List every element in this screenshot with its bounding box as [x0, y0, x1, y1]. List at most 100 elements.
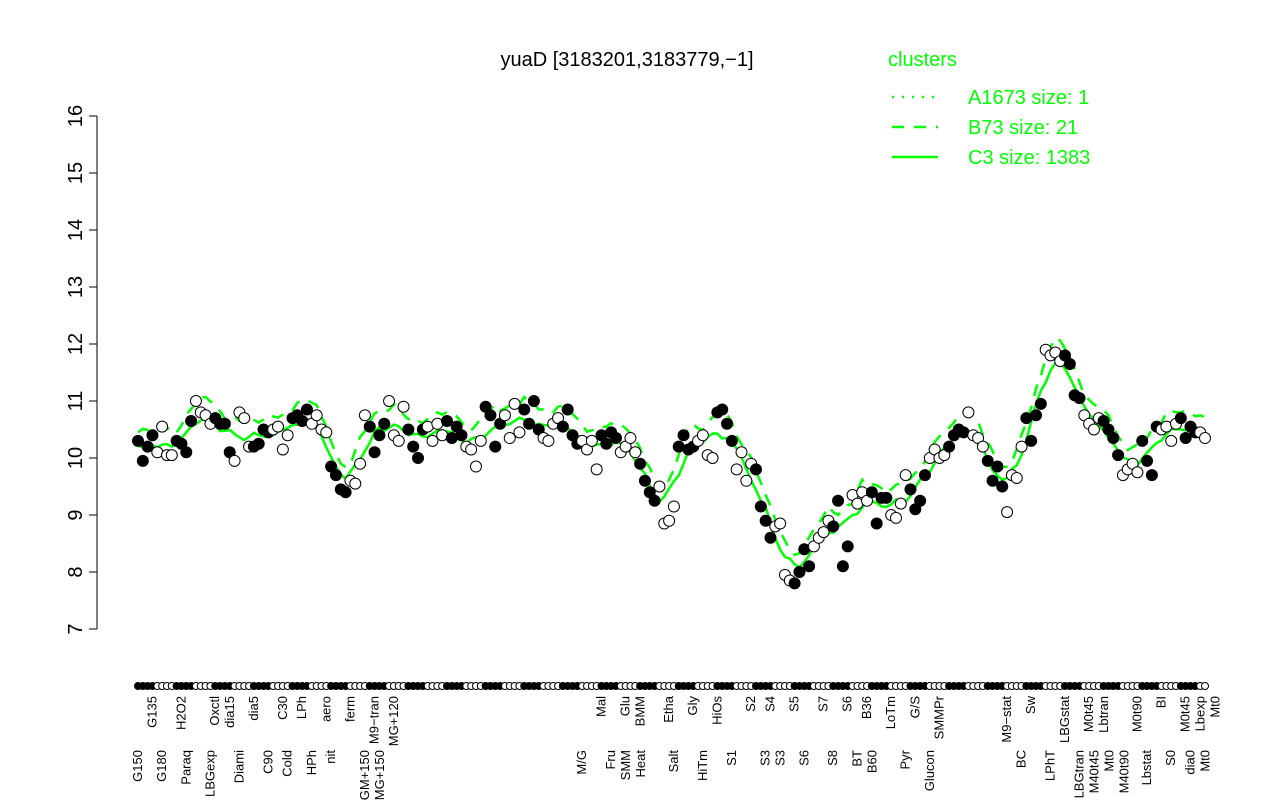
x-tick-label-lower: BT — [849, 750, 864, 767]
data-point — [1034, 397, 1047, 410]
data-point — [561, 403, 574, 416]
x-tick-label-upper: Glu — [618, 696, 633, 716]
data-point — [827, 520, 840, 533]
data-point — [962, 406, 975, 419]
x-tick-label-lower: Pyr — [898, 749, 913, 769]
data-point — [996, 480, 1009, 493]
x-tick-label-upper: H2O2 — [173, 696, 188, 730]
data-point — [1141, 454, 1154, 467]
data-point — [556, 420, 569, 433]
y-tick-label: 7 — [65, 623, 87, 634]
data-point — [218, 417, 231, 430]
data-point — [1174, 412, 1187, 425]
data-point — [894, 497, 907, 510]
data-point — [663, 514, 676, 527]
data-point — [373, 429, 386, 442]
data-point — [252, 437, 265, 450]
data-point — [513, 426, 526, 439]
data-point — [609, 432, 622, 445]
x-tick-label-upper: Oxctl — [207, 696, 222, 726]
x-tick-label-lower: G150 — [130, 750, 145, 782]
data-point — [132, 434, 144, 447]
x-tick-label-upper: dia15 — [222, 696, 237, 728]
x-tick-label-lower: LPhT — [1043, 750, 1058, 781]
y-tick-label: 15 — [65, 162, 87, 184]
y-tick-label: 9 — [65, 509, 87, 520]
data-point — [991, 460, 1004, 473]
x-tick-label-upper: MG+120 — [386, 696, 401, 746]
data-point — [1073, 392, 1086, 405]
data-point — [465, 443, 478, 456]
data-point — [1131, 466, 1144, 479]
x-tick-label-lower: C90 — [260, 750, 275, 774]
data-point — [378, 417, 391, 430]
x-tick-label-upper: S6 — [840, 696, 855, 712]
data-point — [440, 414, 453, 427]
data-point — [185, 414, 198, 427]
data-point — [696, 429, 709, 442]
x-tick-label-upper: LoTm — [883, 696, 898, 729]
x-tick-label-lower: B60 — [864, 750, 879, 773]
x-tick-label-upper: M9−tran — [367, 696, 382, 744]
data-point — [981, 454, 994, 467]
rug-point — [1201, 682, 1209, 690]
x-tick-label-lower: S1 — [724, 750, 739, 766]
x-tick-label-lower: S3 — [773, 750, 788, 766]
data-point — [976, 440, 989, 453]
x-tick-label-upper: Mal — [593, 696, 608, 717]
data-point — [474, 434, 487, 447]
y-tick-label: 10 — [65, 447, 87, 469]
x-tick-label-lower: Lbstat — [1139, 750, 1154, 786]
x-tick-label-upper: SMMPr — [931, 695, 946, 739]
data-point — [749, 463, 762, 476]
data-point — [455, 429, 468, 442]
x-tick-label-lower: HPh — [304, 750, 319, 775]
data-point — [1087, 423, 1100, 436]
x-tick-label-lower: Salt — [666, 750, 681, 773]
data-point — [943, 440, 956, 453]
data-point — [1112, 449, 1125, 462]
data-point — [600, 437, 613, 450]
data-point — [469, 460, 482, 473]
data-point — [1063, 357, 1076, 370]
x-tick-label-upper: B36 — [859, 696, 874, 719]
data-point — [914, 494, 927, 507]
data-point — [165, 449, 178, 462]
data-point — [363, 420, 376, 433]
data-point — [986, 474, 999, 487]
data-point — [136, 454, 149, 467]
data-point — [585, 434, 598, 447]
data-point — [527, 395, 540, 407]
data-point — [272, 420, 285, 433]
data-points — [132, 343, 1211, 590]
x-tick-label-lower: LBGtran — [1071, 750, 1086, 798]
x-tick-label-upper: Lbexp — [1193, 696, 1208, 731]
data-point — [1145, 469, 1158, 482]
x-tick-label-upper: G/S — [907, 696, 922, 719]
x-tick-label-upper: aero — [318, 696, 333, 722]
data-point — [300, 403, 313, 416]
x-tick-label-lower: LBGexp — [202, 750, 217, 797]
y-tick-label: 8 — [65, 566, 87, 577]
x-tick-label-upper: ferm — [342, 696, 357, 722]
x-tick-label-upper: Lbtran — [1096, 696, 1111, 733]
cluster-line-c3 — [137, 360, 1206, 570]
data-point — [1179, 432, 1192, 445]
data-point — [329, 469, 342, 482]
data-point — [407, 440, 420, 453]
x-tick-label-upper: Etha — [661, 695, 676, 723]
y-tick-label: 16 — [65, 105, 87, 127]
data-point — [880, 491, 893, 504]
data-point — [730, 463, 743, 476]
x-tick-label-upper: S5 — [787, 696, 802, 712]
x-tick-label-upper: S7 — [816, 696, 831, 712]
data-point — [146, 429, 159, 442]
data-point — [310, 409, 323, 422]
data-point — [426, 434, 439, 447]
x-tick-label-lower: M40t90 — [1116, 750, 1131, 793]
x-tick-label-lower: Mt0 — [1101, 750, 1116, 772]
data-point — [590, 463, 603, 476]
x-tick-label-lower: nit — [323, 750, 338, 764]
data-point — [716, 403, 729, 416]
